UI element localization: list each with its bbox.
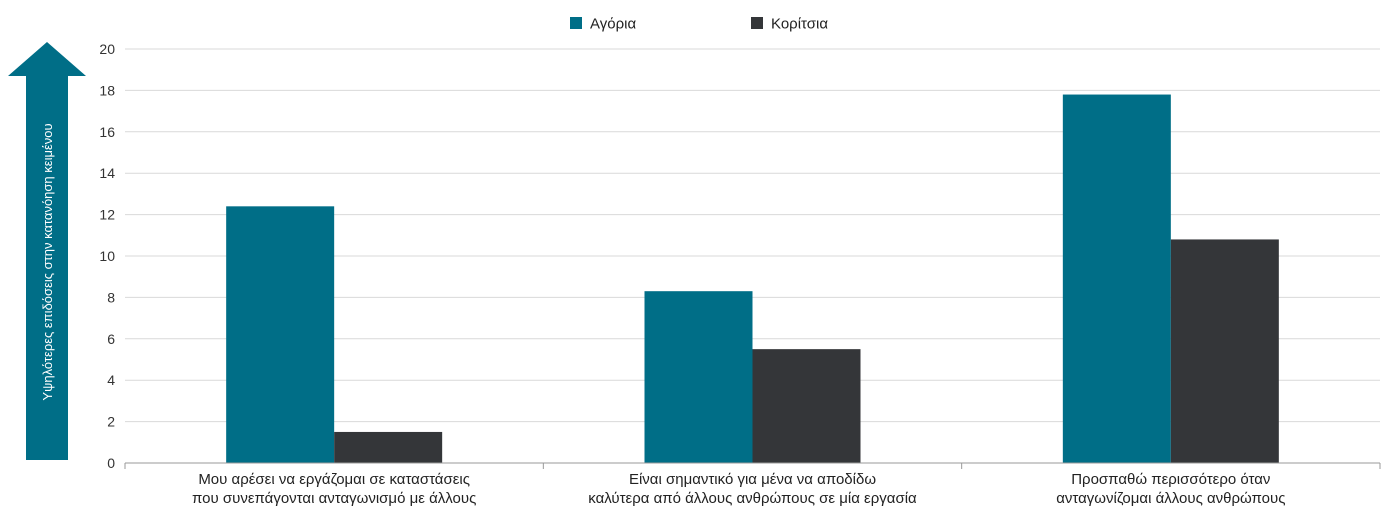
- y-tick-label: 16: [99, 124, 115, 140]
- bar-girls-3: [1170, 239, 1279, 463]
- y-tick-label: 10: [99, 248, 115, 264]
- x-category-label-line: ανταγωνίζομαι άλλους ανθρώπους: [1056, 490, 1285, 507]
- bar-girls-2: [752, 349, 861, 463]
- y-tick-label: 20: [99, 41, 115, 57]
- y-tick-label: 8: [107, 289, 115, 305]
- x-category-label-line: Προσπαθώ περισσότερο όταν: [1071, 471, 1270, 488]
- bar-boys-3: [1062, 94, 1171, 463]
- x-category-label: Προσπαθώ περισσότερο όταν ανταγωνίζομαι ά…: [1056, 471, 1285, 507]
- y-tick-label: 4: [107, 372, 115, 388]
- y-axis-ticks: 0 2 4 6 8 10 12 14 16 18 20: [99, 41, 115, 471]
- legend-swatch: [570, 17, 582, 29]
- legend-label: Αγόρια: [590, 16, 636, 33]
- y-tick-label: 12: [99, 207, 115, 223]
- x-category-label-line: Μου αρέσει να εργάζομαι σε καταστάσεις: [198, 471, 470, 488]
- y-axis-label: Υψηλότερες επιδόσεις στην κατανόηση κειμ…: [40, 123, 55, 400]
- bar-boys-2: [644, 291, 753, 463]
- x-category-label: Είναι σημαντικό για μένα να αποδίδω καλύτ…: [588, 471, 917, 507]
- up-arrow-icon: [8, 42, 86, 460]
- y-tick-label: 18: [99, 82, 115, 98]
- bar-girls-1: [334, 431, 443, 463]
- x-category-label-line: καλύτερα από άλλους ανθρώπους σε μία εργ…: [588, 490, 917, 507]
- y-tick-label: 0: [107, 455, 115, 471]
- legend-swatch: [751, 17, 763, 29]
- legend-label: Κορίτσια: [771, 16, 828, 33]
- bar-boys-1: [226, 206, 335, 463]
- x-category-label-line: Είναι σημαντικό για μένα να αποδίδω: [629, 471, 876, 488]
- y-axis-arrow: Υψηλότερες επιδόσεις στην κατανόηση κειμ…: [8, 42, 86, 460]
- legend: Αγόρια Κορίτσια: [570, 16, 828, 33]
- x-category-label: Μου αρέσει να εργάζομαι σε καταστάσεις πο…: [192, 471, 476, 507]
- x-category-label-line: που συνεπάγονται ανταγωνισμό με άλλους: [192, 490, 476, 507]
- x-axis-categories: Μου αρέσει να εργάζομαι σε καταστάσεις πο…: [192, 471, 1285, 507]
- y-tick-label: 14: [99, 165, 115, 181]
- y-tick-label: 2: [107, 414, 115, 430]
- bars: [226, 94, 1279, 463]
- y-tick-label: 6: [107, 331, 115, 347]
- x-axis: [124, 462, 1381, 469]
